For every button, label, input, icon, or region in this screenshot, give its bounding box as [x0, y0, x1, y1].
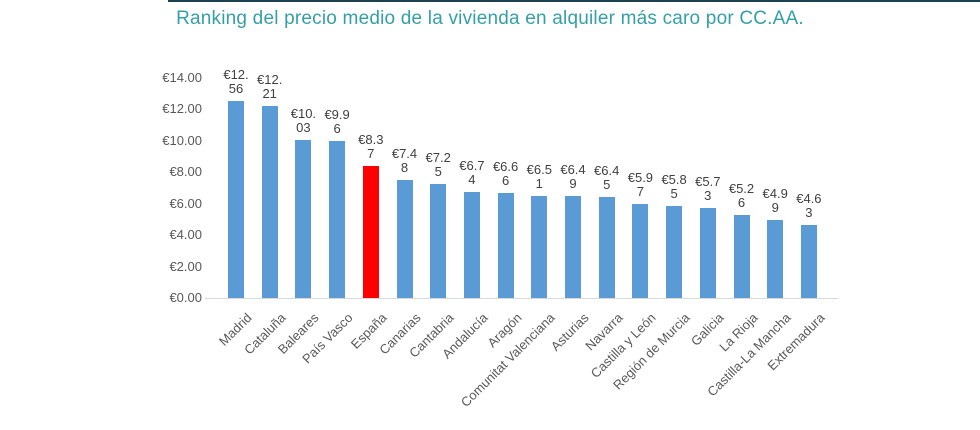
top-rule-divider [168, 0, 980, 2]
bar-castilla-y-leon [632, 204, 649, 298]
y-axis-tick-12: €12.00 [162, 101, 202, 117]
bar-value-label-cataluna: €12. 21 [257, 72, 283, 102]
bar-value-label-baleares: €10. 03 [290, 106, 317, 136]
bar-value-label-madrid: €12. 56 [223, 66, 249, 96]
bar-madrid [228, 100, 244, 298]
bar-cataluna [261, 106, 278, 298]
y-axis-tick-10: €10.00 [162, 132, 202, 148]
bar-la-rioja [733, 215, 750, 298]
bar-value-label-cantabria: €7.2 5 [425, 150, 451, 180]
bar-asturias [565, 196, 581, 298]
bar-comunitat-valenciana [531, 195, 548, 298]
bar-value-label-castilla-y-leon: €5.9 7 [627, 170, 654, 200]
y-axis-tick-8: €8.00 [169, 164, 202, 180]
bar-aragon [497, 193, 514, 298]
bar-andalucia [463, 192, 480, 298]
chart-title: Ranking del precio medio de la vivienda … [176, 8, 804, 29]
bar-canarias [396, 180, 413, 298]
bar-espana [362, 166, 379, 298]
bar-value-label-region-de-murcia: €5.8 5 [661, 172, 687, 202]
x-axis-baseline [205, 298, 838, 299]
y-axis-tick-14: €14.00 [162, 70, 202, 85]
bar-castilla-la-mancha [767, 219, 784, 298]
y-axis-tick-6: €6.00 [169, 195, 202, 211]
bar-value-label-canarias: €7.4 8 [391, 146, 418, 176]
bar-cantabria [430, 184, 447, 298]
y-axis-tick-2: €2.00 [169, 258, 202, 274]
bar-baleares [295, 140, 312, 298]
y-axis-tick-0: €0.00 [169, 290, 202, 305]
bar-value-label-la-rioja: €5.2 6 [728, 181, 755, 211]
bar-value-label-aragon: €6.6 6 [492, 159, 519, 189]
bar-value-label-comunitat-valenciana: €6.5 1 [526, 161, 552, 191]
bar-value-label-andalucia: €6.7 4 [459, 158, 485, 188]
bar-value-label-navarra: €6.4 5 [594, 162, 620, 192]
bar-value-label-castilla-la-mancha: €4.9 9 [762, 185, 788, 215]
bar-extremadura [800, 225, 817, 298]
bar-value-label-espana: €8.3 7 [358, 132, 384, 162]
bar-navarra [598, 196, 615, 298]
bar-value-label-extremadura: €4.6 3 [796, 191, 822, 221]
bar-region-de-murcia [666, 206, 683, 298]
bar-pais-vasco [329, 141, 346, 298]
bar-value-label-galicia: €5.7 3 [695, 173, 721, 203]
bar-value-label-pais-vasco: €9.9 6 [324, 107, 350, 137]
y-axis-tick-4: €4.00 [169, 227, 202, 243]
bar-value-label-asturias: €6.4 9 [560, 162, 586, 191]
bar-galicia [699, 207, 716, 298]
